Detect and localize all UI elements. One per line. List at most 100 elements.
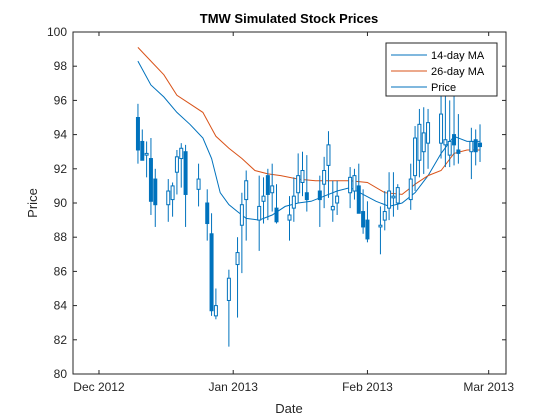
price-candle — [205, 189, 210, 241]
price-candle — [352, 168, 357, 200]
candle-body — [391, 195, 396, 199]
price-candle — [469, 127, 474, 180]
price-candle — [148, 138, 153, 215]
price-candle — [387, 172, 392, 221]
candle-body — [456, 149, 461, 154]
price-candle — [261, 177, 266, 224]
price-candle — [356, 163, 361, 214]
price-candle — [421, 107, 426, 174]
candle-body — [135, 117, 140, 151]
candle-body — [179, 147, 184, 160]
price-candle — [378, 206, 383, 255]
candle-body — [469, 140, 474, 153]
candle-body — [304, 192, 309, 201]
candle-body — [174, 156, 179, 173]
candle-body — [244, 180, 249, 201]
candle-body — [239, 204, 244, 226]
price-candle — [213, 288, 218, 320]
price-candle — [144, 141, 149, 178]
candle-body — [322, 170, 327, 185]
candle-body — [439, 113, 444, 144]
y-tick-label: 98 — [54, 59, 68, 73]
price-candle — [174, 149, 179, 195]
price-candle — [179, 143, 184, 188]
price-candle — [291, 177, 296, 222]
candle-body — [226, 277, 231, 301]
candle-body — [443, 139, 448, 146]
candle-body — [213, 305, 218, 317]
y-tick-label: 96 — [54, 93, 68, 107]
price-candle — [140, 129, 145, 161]
candle-body — [382, 211, 387, 221]
y-tick-label: 100 — [47, 25, 67, 39]
candle-body — [148, 158, 153, 202]
legend-entry: 14-day MA — [431, 50, 485, 62]
price-candle — [196, 163, 201, 207]
candle-body — [326, 144, 331, 166]
y-tick-label: 92 — [54, 162, 68, 176]
price-candle — [326, 131, 331, 198]
y-tick-label: 80 — [54, 367, 68, 381]
candle-body — [235, 252, 240, 266]
candle-body — [330, 205, 335, 211]
price-candle — [235, 237, 240, 318]
x-axis: Dec 2012 Jan 2013 Feb 2013 Mar 2013 — [73, 32, 514, 394]
price-candle — [270, 163, 275, 212]
price-candle — [183, 144, 188, 227]
candle-body — [452, 134, 457, 146]
candle-body — [317, 190, 322, 201]
candle-body — [408, 178, 413, 201]
y-tick-label: 88 — [54, 230, 68, 244]
price-candle — [391, 172, 396, 217]
price-candle — [443, 93, 448, 168]
legend: 14-day MA 26-day MA Price — [385, 42, 498, 97]
price-candle — [439, 91, 444, 159]
y-tick-label: 86 — [54, 264, 68, 278]
price-candle — [153, 168, 158, 227]
price-candle — [317, 175, 322, 227]
chart-title: TMW Simulated Stock Prices — [200, 11, 378, 26]
y-tick-label: 94 — [54, 128, 68, 142]
price-candle — [382, 191, 387, 231]
price-candle — [135, 103, 140, 164]
x-tick-label: Feb 2013 — [342, 380, 393, 394]
x-axis-label: Date — [275, 401, 302, 416]
candle-body — [209, 233, 214, 312]
x-tick-label: Dec 2012 — [73, 380, 125, 394]
y-tick-label: 84 — [54, 299, 68, 313]
candle-body — [183, 151, 188, 195]
y-tick-label: 82 — [54, 333, 68, 347]
y-axis: 80 82 84 86 88 90 92 94 96 98 100 — [47, 25, 506, 381]
price-candle — [166, 179, 171, 222]
candle-body — [257, 205, 262, 221]
price-candle — [322, 156, 327, 209]
price-candle — [244, 170, 249, 241]
price-candle — [447, 100, 452, 168]
candle-body — [417, 123, 422, 161]
candle-body — [348, 176, 353, 194]
candle-body — [413, 137, 418, 177]
candle-body — [395, 187, 400, 204]
candle-body — [387, 190, 392, 209]
candle-body — [426, 122, 431, 144]
price-candle — [300, 151, 305, 197]
candle-body — [196, 178, 201, 190]
candle-body — [361, 211, 366, 228]
candle-body — [291, 195, 296, 209]
legend-entry: 26-day MA — [431, 66, 485, 78]
price-candle — [452, 90, 457, 166]
candle-body — [296, 175, 301, 194]
candle-body — [478, 142, 483, 148]
price-candle — [170, 182, 175, 217]
price-candle — [361, 189, 366, 234]
price-candle — [304, 155, 309, 212]
candle-body — [153, 178, 158, 206]
price-candle — [365, 201, 370, 243]
price-candle — [265, 168, 270, 221]
x-tick-label: Mar 2013 — [463, 380, 514, 394]
price-candle — [330, 180, 335, 222]
price-candle — [226, 269, 231, 347]
candle-body — [365, 219, 370, 240]
price-candle — [408, 163, 413, 210]
